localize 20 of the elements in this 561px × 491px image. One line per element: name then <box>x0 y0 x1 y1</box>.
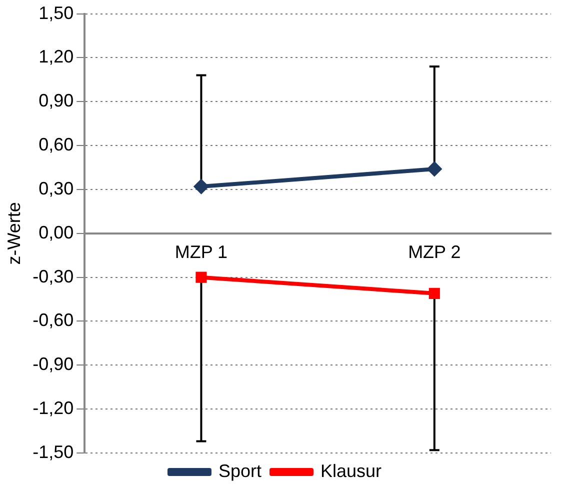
legend-label: Klausur <box>320 460 382 481</box>
y-tick-label: -0,90 <box>32 354 74 374</box>
y-tick-label: 1,50 <box>38 2 74 23</box>
point <box>428 288 440 299</box>
y-tick-label: -0,60 <box>32 310 74 330</box>
x-tick-label: MZP 1 <box>174 242 228 262</box>
legend-label: Sport <box>218 460 262 481</box>
y-tick-label: 0,60 <box>38 134 74 155</box>
y-tick-label: -0,30 <box>32 266 74 286</box>
y-tick-label: -1,50 <box>32 442 74 462</box>
y-tick-label: 0,30 <box>38 178 74 198</box>
y-tick-label: 0,00 <box>38 222 74 242</box>
y-tick-label: 0,90 <box>38 90 74 111</box>
y-tick-label: -1,20 <box>32 398 74 418</box>
y-tick-label: 1,20 <box>38 46 74 67</box>
point <box>196 272 207 283</box>
point <box>194 180 208 194</box>
point <box>427 162 442 176</box>
x-tick-label: MZP 2 <box>408 242 461 262</box>
y-axis-title: z-Werte <box>4 202 24 265</box>
